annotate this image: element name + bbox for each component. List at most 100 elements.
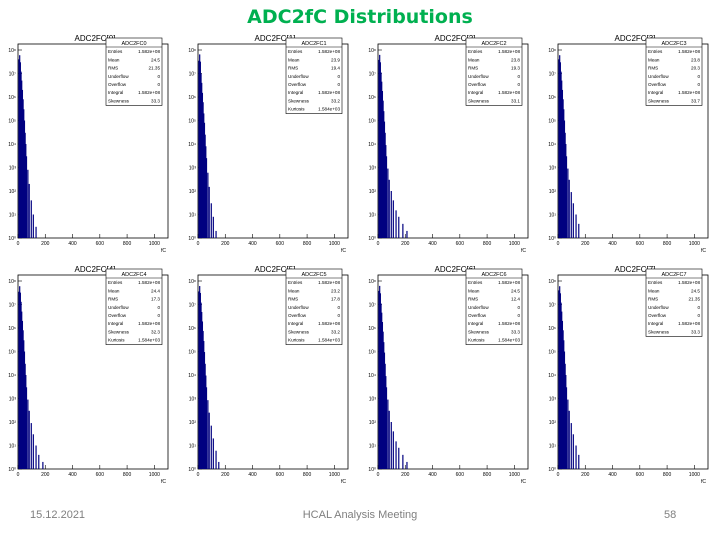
stats-value: 0 [157, 313, 160, 318]
stats-label: Overflow [468, 313, 487, 318]
histogram-bar [35, 226, 37, 238]
y-tick-label: 10⁸ [188, 279, 196, 285]
y-tick-label: 10² [549, 420, 557, 426]
x-tick-label: 1000 [329, 472, 340, 478]
histogram-bar [384, 132, 386, 238]
stats-value: 1.582e+08 [138, 280, 160, 285]
histogram-bar [385, 156, 388, 238]
histogram-bar [565, 144, 567, 238]
y-tick-label: 10³ [189, 166, 197, 172]
stats-value: 21.35 [149, 66, 161, 71]
stats-label: Entries [648, 280, 663, 285]
histogram-bar [406, 461, 408, 469]
y-tick-label: 10⁶ [8, 95, 16, 101]
y-tick-label: 10⁶ [548, 95, 556, 101]
stats-value: 23.8 [511, 57, 520, 62]
y-tick-label: 10⁰ [368, 467, 376, 473]
stats-value: 32.3 [151, 329, 160, 334]
stats-box [645, 268, 703, 337]
x-tick-label: 600 [96, 241, 105, 247]
stats-label: RMS [468, 66, 478, 71]
histogram-bar [23, 120, 26, 238]
x-tick-label: 1000 [149, 241, 160, 247]
stats-label: RMS [648, 297, 658, 302]
stats-label: Mean [468, 288, 480, 293]
x-tick-label: 800 [303, 241, 312, 247]
y-tick-label: 10⁶ [368, 326, 376, 332]
x-tick-label: 400 [248, 241, 257, 247]
stats-label: Skewness [468, 98, 490, 103]
histogram-panel: ADC2FC[2] 10⁰ 10¹ 10² 10³ 10⁴ 10⁵ 10⁶ 10⁷ 10⁸ 0 200… [360, 30, 540, 261]
y-tick-label: 10⁸ [368, 48, 376, 54]
histogram-bar [559, 55, 561, 239]
y-tick-label: 10⁵ [548, 119, 556, 125]
histogram-panel: ADC2FC[4] 10⁰ 10¹ 10² 10³ 10⁴ 10⁵ 10⁶ 10⁷ 10⁸ 0 200… [0, 261, 180, 492]
stats-value: 0 [517, 82, 520, 87]
histogram-bar [561, 320, 564, 469]
stats-label: Underflow [648, 305, 669, 310]
stats-title: ADC2FC6 [481, 272, 506, 278]
histogram-bar [392, 200, 394, 238]
stats-value: 0 [157, 74, 160, 79]
histogram-panel: ADC2FC[7] 10⁰ 10¹ 10² 10³ 10⁴ 10⁵ 10⁶ 10⁷ 10⁸ 0 200… [540, 261, 720, 492]
histogram-bar [27, 169, 29, 238]
x-tick-label: 200 [221, 472, 230, 478]
histogram-svg: ADC2FC[1] 10⁰ 10¹ 10² 10³ 10⁴ 10⁵ 10⁶ 10⁷ 10⁸ 0 200… [188, 34, 349, 254]
y-tick-label: 10⁶ [188, 95, 196, 101]
x-tick-label: 200 [581, 241, 590, 247]
histogram-bar [564, 363, 566, 469]
stats-value: 0 [697, 313, 700, 318]
stats-title: ADC2FC5 [301, 272, 326, 278]
histogram-bar [560, 71, 562, 238]
histogram-bar [575, 214, 577, 238]
histogram-bar [32, 214, 34, 238]
stats-value: 33.2 [331, 98, 340, 103]
stats-label: Overflow [648, 313, 667, 318]
histogram-bar [379, 54, 381, 238]
histogram-bar [572, 203, 574, 238]
histogram-svg: ADC2FC[3] 10⁰ 10¹ 10² 10³ 10⁴ 10⁵ 10⁶ 10⁷ 10⁸ 0 200… [548, 34, 709, 254]
histogram-svg: ADC2FC[7] 10⁰ 10¹ 10² 10³ 10⁴ 10⁵ 10⁶ 10⁷ 10⁸ 0 200… [548, 265, 709, 485]
x-tick-label: 1000 [689, 241, 700, 247]
y-tick-label: 10¹ [369, 213, 377, 219]
histogram-bar [383, 342, 385, 469]
x-tick-label: 0 [197, 472, 200, 478]
histogram-bar [203, 113, 205, 238]
y-tick-label: 10⁴ [8, 142, 16, 148]
histogram-bar [387, 399, 389, 469]
y-tick-label: 10² [369, 189, 377, 195]
stats-label: Integral [648, 321, 663, 326]
histogram-title: ADC2FC[5] [255, 265, 296, 274]
histogram-bar [19, 292, 21, 469]
y-tick-label: 10⁴ [548, 373, 556, 379]
stats-value: 23.9 [331, 57, 340, 62]
stats-value: 1.582e+08 [678, 90, 700, 95]
histogram-bar [402, 454, 404, 469]
histogram-bar [406, 230, 408, 238]
stats-value: 0 [337, 82, 340, 87]
x-tick-label: 0 [557, 472, 560, 478]
stats-label: Underflow [108, 305, 129, 310]
stats-value: 0 [517, 313, 520, 318]
stats-label: Entries [108, 49, 123, 54]
stats-label: Integral [288, 321, 303, 326]
footer-page-number: 58 [664, 509, 677, 521]
y-tick-label: 10² [189, 420, 197, 426]
y-tick-label: 10⁷ [9, 72, 17, 78]
y-tick-label: 10⁰ [548, 236, 556, 242]
stats-value: 24.4 [151, 288, 160, 293]
y-tick-label: 10⁵ [188, 350, 196, 356]
y-tick-label: 10⁷ [549, 72, 557, 78]
histogram-bar [558, 59, 560, 238]
histogram-bar [563, 120, 566, 238]
slide-title: ADC2fC Distributions [247, 6, 473, 28]
stats-value: 1.582e+08 [498, 49, 520, 54]
y-tick-label: 10⁴ [368, 142, 376, 148]
histogram-bar [198, 291, 200, 469]
stats-label: Mean [648, 57, 660, 62]
histogram-bar [567, 168, 569, 238]
stats-label: RMS [108, 66, 118, 71]
stats-value: 1.582e+08 [498, 321, 520, 326]
histogram-bar [21, 311, 23, 469]
histogram-bar [42, 461, 44, 469]
